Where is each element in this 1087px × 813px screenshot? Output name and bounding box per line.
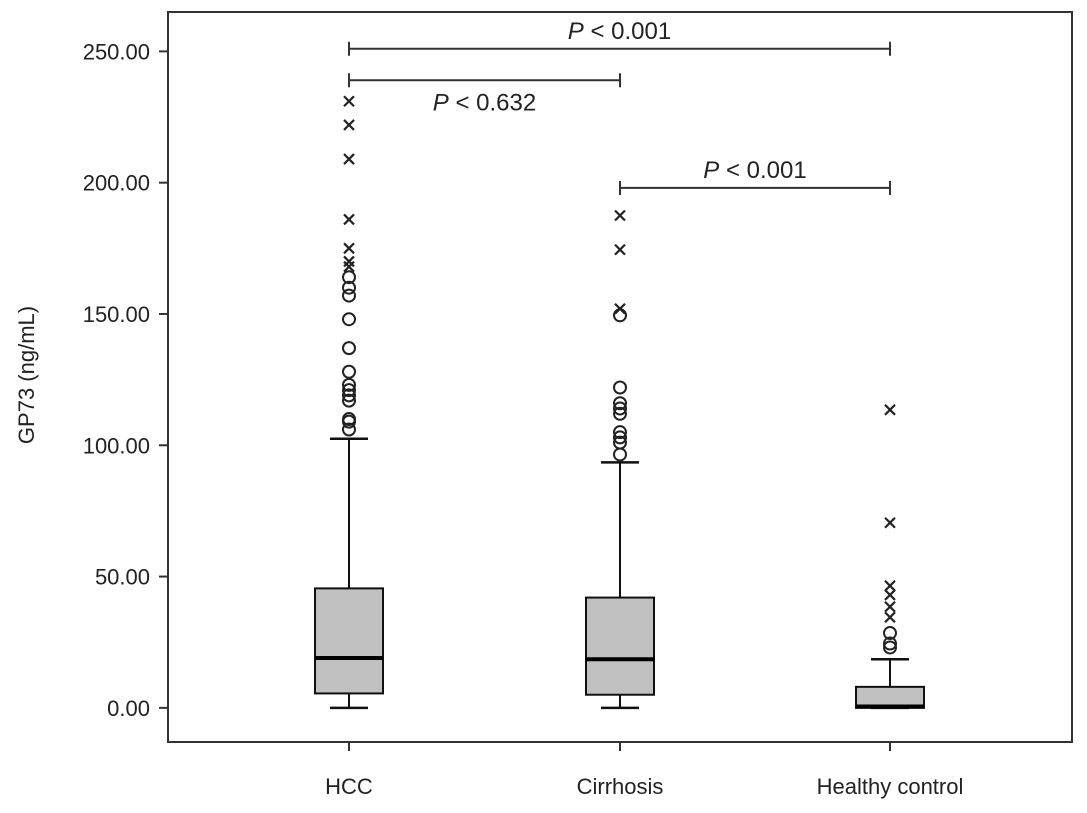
- outlier-circle: [342, 377, 356, 392]
- outlier-circle: [613, 396, 627, 411]
- y-tick-label: 0.00: [107, 696, 150, 721]
- outlier-circle: [342, 422, 356, 437]
- x-category-label: Healthy control: [817, 774, 964, 799]
- outlier-circle: [613, 435, 627, 450]
- outlier-circle: [342, 341, 356, 356]
- box-group-0: [314, 95, 384, 710]
- outlier-extreme: [884, 516, 896, 529]
- outlier-extreme: [343, 119, 355, 131]
- comparison-0: P < 0.001: [348, 18, 891, 56]
- outlier-extreme: [884, 611, 896, 624]
- outlier-circle: [342, 270, 356, 285]
- outlier-circle: [613, 380, 627, 395]
- y-tick-label: 200.00: [83, 171, 150, 196]
- outlier-circle: [613, 425, 627, 440]
- p-value-text: < 0.001: [584, 18, 671, 45]
- outlier-extreme: [614, 209, 626, 222]
- outlier-circle: [883, 640, 897, 655]
- outlier-extreme: [884, 404, 896, 416]
- box-series: [314, 95, 925, 710]
- outlier-circle: [342, 280, 356, 295]
- outlier-circle: [613, 406, 627, 421]
- outlier-extreme: [884, 579, 896, 592]
- p-value-label: P < 0.632: [433, 89, 536, 116]
- outlier-extreme: [884, 589, 896, 601]
- outlier-circle: [342, 288, 356, 303]
- comparison-2: P < 0.001: [619, 157, 891, 195]
- p-value-label: P < 0.001: [568, 18, 671, 45]
- y-tick-label: 50.00: [95, 565, 150, 590]
- outlier-circle: [342, 383, 356, 398]
- outlier-circle: [613, 308, 627, 323]
- p-value-text: < 0.632: [449, 89, 536, 116]
- outlier-extreme: [614, 243, 626, 256]
- box-iqr: [585, 596, 655, 696]
- y-axis-title: GP73 (ng/mL): [14, 306, 39, 444]
- outlier-extreme: [343, 255, 355, 268]
- outlier-circle: [613, 430, 627, 445]
- outlier-extreme: [343, 213, 355, 226]
- outlier-circle: [342, 412, 356, 427]
- outlier-extreme: [343, 242, 355, 255]
- box-group-2: [855, 404, 925, 710]
- y-tick-label: 150.00: [83, 302, 150, 327]
- outlier-circle: [342, 388, 356, 403]
- p-value-stat: P: [568, 18, 584, 45]
- outlier-extreme: [343, 95, 355, 108]
- outlier-extreme: [884, 600, 896, 613]
- p-value-stat: P: [703, 157, 719, 184]
- outlier-extreme: [343, 260, 355, 273]
- box-group-1: [585, 209, 655, 710]
- box-iqr: [314, 587, 384, 695]
- p-value-stat: P: [433, 89, 449, 116]
- x-category-label: HCC: [325, 774, 373, 799]
- y-tick-label: 250.00: [83, 39, 150, 64]
- x-axis: HCC Cirrhosis Healthy control: [325, 742, 963, 799]
- outlier-circle: [342, 393, 356, 408]
- outlier-circle: [883, 636, 897, 651]
- outlier-circle: [883, 626, 897, 641]
- comparison-1: P < 0.632: [348, 73, 621, 116]
- p-value-label: P < 0.001: [703, 157, 806, 184]
- y-axis: 0.00 50.00 100.00 150.00 200.00 250.00: [83, 39, 168, 721]
- y-tick-label: 100.00: [83, 433, 150, 458]
- outlier-circle: [613, 447, 627, 462]
- outlier-circle: [342, 364, 356, 379]
- outlier-extreme: [614, 302, 626, 315]
- outlier-circle: [613, 401, 627, 416]
- outlier-circle: [342, 312, 356, 327]
- p-value-text: < 0.001: [719, 157, 806, 184]
- outlier-extreme: [343, 153, 355, 165]
- x-category-label: Cirrhosis: [577, 774, 664, 799]
